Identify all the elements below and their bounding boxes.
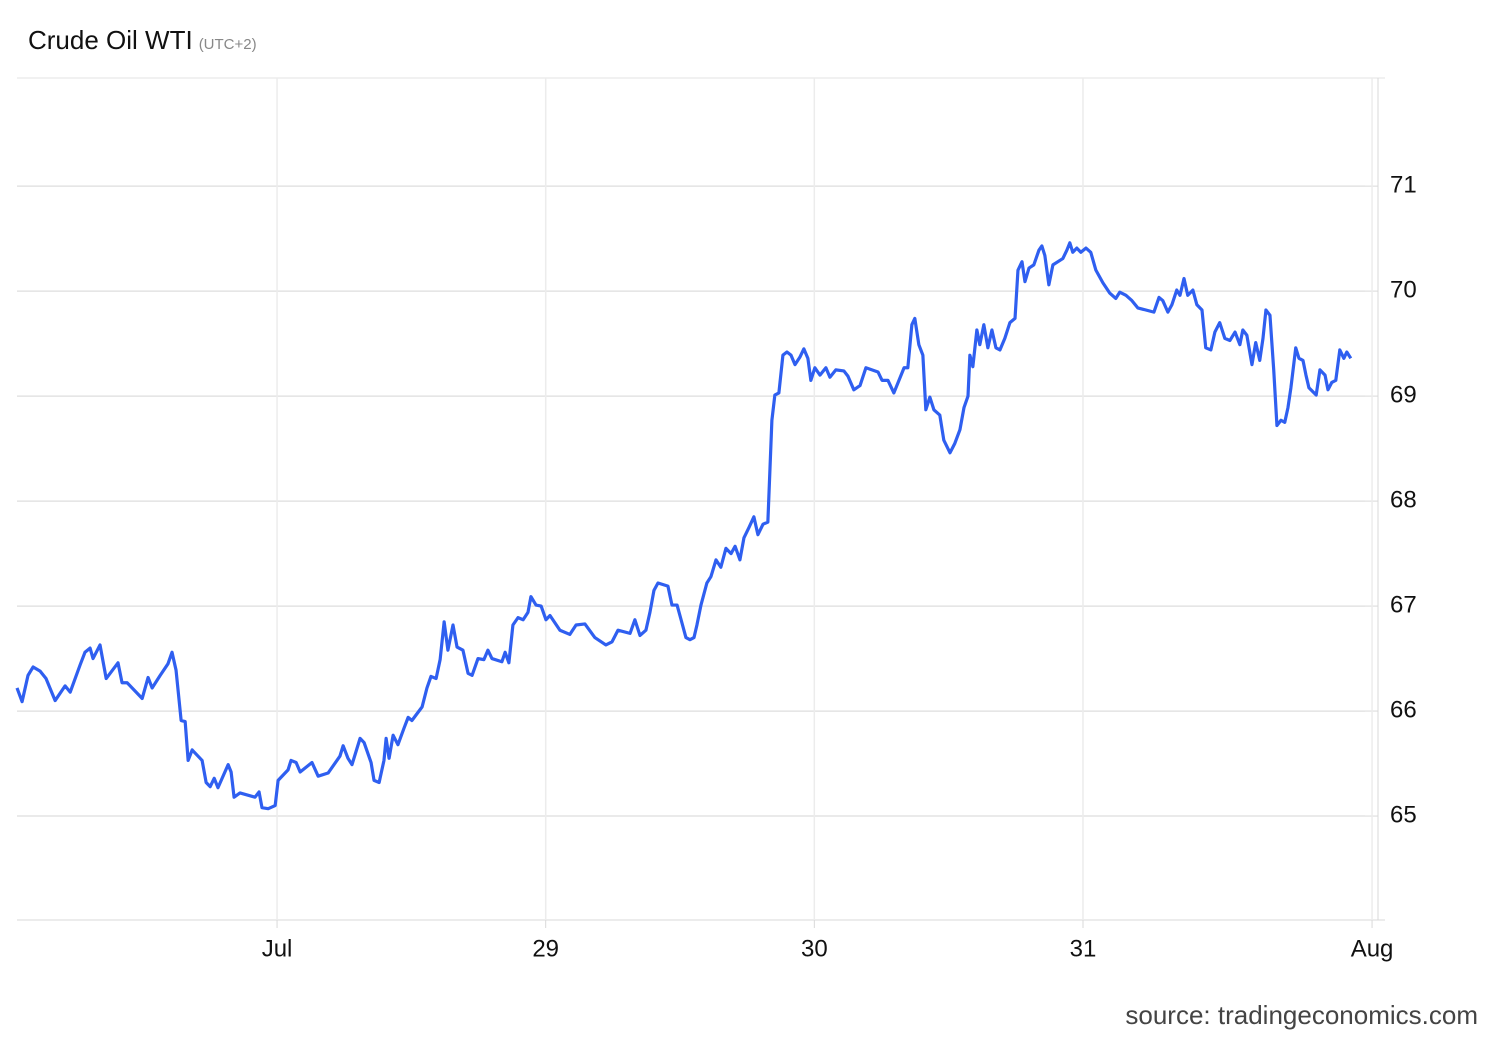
source-note: source: tradingeconomics.com [1125,1000,1478,1030]
y-tick-label: 66 [1390,696,1417,723]
x-tick-label: 31 [1070,935,1097,962]
price-line [15,241,1353,811]
x-tick-label: Jul [262,935,293,962]
y-tick-label: 67 [1390,591,1417,618]
y-tick-label: 68 [1390,486,1417,513]
y-tick-label: 69 [1390,381,1417,408]
y-tick-label: 71 [1390,171,1417,198]
y-tick-label: 65 [1390,801,1417,828]
x-tick-label: 30 [801,935,828,962]
chart-title: Crude Oil WTI [28,25,193,55]
x-tick-label: 29 [532,935,559,962]
chart-subtitle: (UTC+2) [199,36,257,53]
x-tick-label: Aug [1351,935,1394,962]
y-tick-label: 70 [1390,276,1417,303]
